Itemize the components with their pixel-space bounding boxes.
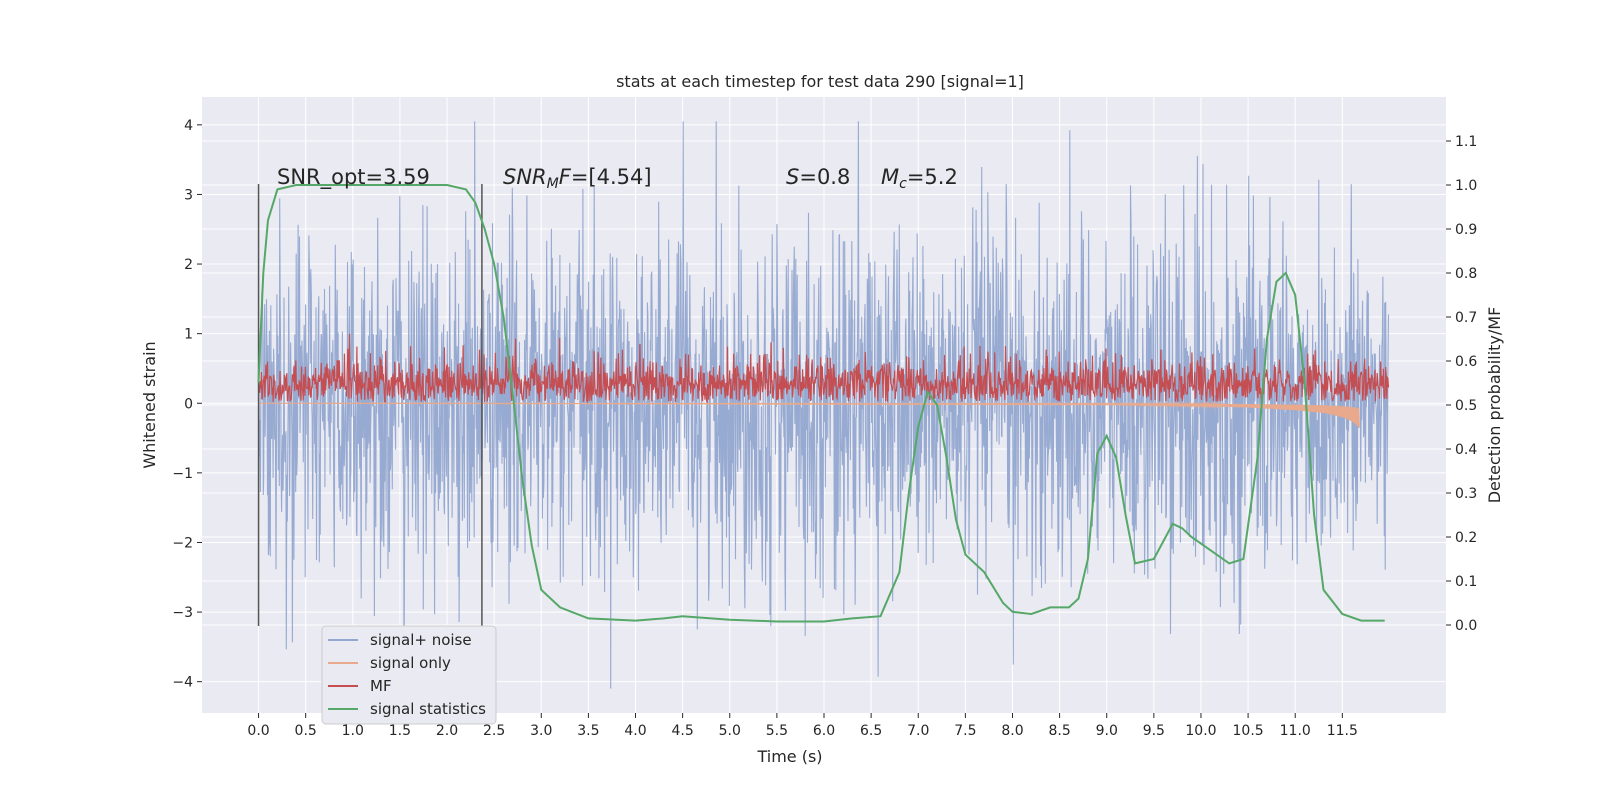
x-tick-label: 7.0: [907, 723, 929, 739]
annotation-mc: Mc=5.2: [881, 165, 958, 192]
annotation-s: S=0.8: [786, 165, 850, 189]
y-left-tick-label: 2: [184, 257, 193, 273]
y-right-tick-label: 0.1: [1455, 574, 1477, 590]
y-right-tick-label: 0.7: [1455, 310, 1477, 326]
x-tick-label: 9.0: [1096, 723, 1118, 739]
y-right-tick-label: 0.6: [1455, 354, 1477, 370]
y-right-tick-label: 1.0: [1455, 178, 1477, 194]
x-tick-label: 5.5: [766, 723, 788, 739]
y-axis-label-right: Detection probability/MF: [1485, 307, 1504, 504]
series-signal-only-line: [258, 401, 1360, 428]
y-left-tick-label: 3: [184, 187, 193, 203]
y-left-tick-label: −2: [172, 535, 193, 551]
x-tick-label: 4.0: [624, 723, 646, 739]
y-left-tick-label: 4: [184, 118, 193, 134]
snr-mf-value: =[4.54]: [571, 165, 652, 189]
x-tick-label: 8.0: [1001, 723, 1023, 739]
chart-title: stats at each timestep for test data 290…: [616, 72, 1024, 91]
x-tick-label: 3.0: [530, 723, 552, 739]
x-tick-label: 2.0: [436, 723, 458, 739]
y-left-tick-label: −3: [172, 605, 193, 621]
x-tick-label: 6.0: [813, 723, 835, 739]
x-tick-label: 10.0: [1185, 723, 1216, 739]
y-left-tick-label: −4: [172, 675, 193, 691]
x-tick-label: 1.5: [389, 723, 411, 739]
snr-mf-symbol-f: F: [559, 165, 572, 189]
y-right-tick-label: 0.2: [1455, 530, 1477, 546]
y-right-tick-label: 0.3: [1455, 486, 1477, 502]
y-right-tick-label: 0.9: [1455, 222, 1477, 238]
x-tick-label: 11.5: [1327, 723, 1358, 739]
legend: signal+ noise signal only MF signal stat…: [321, 625, 497, 725]
y-right-tick-label: 0.0: [1455, 618, 1477, 634]
x-tick-label: 4.5: [672, 723, 694, 739]
series-signal-noise-line: [257, 121, 1390, 689]
x-tick-label: 7.5: [954, 723, 976, 739]
snr-mf-symbol: SNR: [503, 165, 547, 189]
s-symbol: S: [786, 165, 799, 189]
axes: 0.0 0.5 1.0 1.5 2.0 2.5 3.0 3.5 4.0 4.5 5.0 5.5 6.0 6…: [172, 118, 1477, 739]
x-axis-label: Time (s): [756, 747, 822, 766]
x-tick-label: 6.5: [860, 723, 882, 739]
x-tick-label: 10.5: [1233, 723, 1264, 739]
y-right-tick-label: 1.1: [1455, 134, 1477, 150]
x-tick-label: 5.0: [719, 723, 741, 739]
y-left-tick-label: 1: [184, 327, 193, 343]
mc-symbol: M: [881, 165, 899, 189]
x-tick-label: 8.5: [1048, 723, 1070, 739]
legend-label-signal-only: signal only: [370, 654, 451, 672]
x-tick-label: 0.5: [295, 723, 317, 739]
plot-area: [202, 97, 1446, 713]
s-value: =0.8: [799, 165, 850, 189]
mc-subscript: c: [899, 176, 907, 192]
y-left-tick-label: −1: [172, 466, 193, 482]
snr-mf-subscript: M: [547, 176, 559, 192]
x-tick-label: 0.0: [247, 723, 269, 739]
legend-box: [321, 625, 497, 725]
y-left-tick-label: 0: [184, 396, 193, 412]
y-right-tick-label: 0.5: [1455, 398, 1477, 414]
annotation-snr-opt: SNR_opt=3.59: [277, 165, 430, 190]
y-right-tick-label: 0.8: [1455, 266, 1477, 282]
series-mf-line: [257, 333, 1390, 404]
x-tick-label: 2.5: [483, 723, 505, 739]
x-tick-label: 3.5: [577, 723, 599, 739]
y-right-tick-label: 0.4: [1455, 442, 1477, 458]
mc-value: =5.2: [907, 165, 958, 189]
x-tick-label: 9.5: [1143, 723, 1165, 739]
x-tick-label: 1.0: [342, 723, 364, 739]
legend-label-mf: MF: [370, 677, 392, 695]
legend-label-signal-statistics: signal statistics: [370, 700, 486, 718]
y-axis-label-left: Whitened strain: [140, 341, 159, 468]
legend-label-signal-noise: signal+ noise: [370, 631, 472, 649]
series-signal-statistics-line: [257, 184, 1385, 623]
x-tick-label: 11.0: [1280, 723, 1311, 739]
annotation-snr-mf: SNRMF=[4.54]: [503, 165, 652, 192]
